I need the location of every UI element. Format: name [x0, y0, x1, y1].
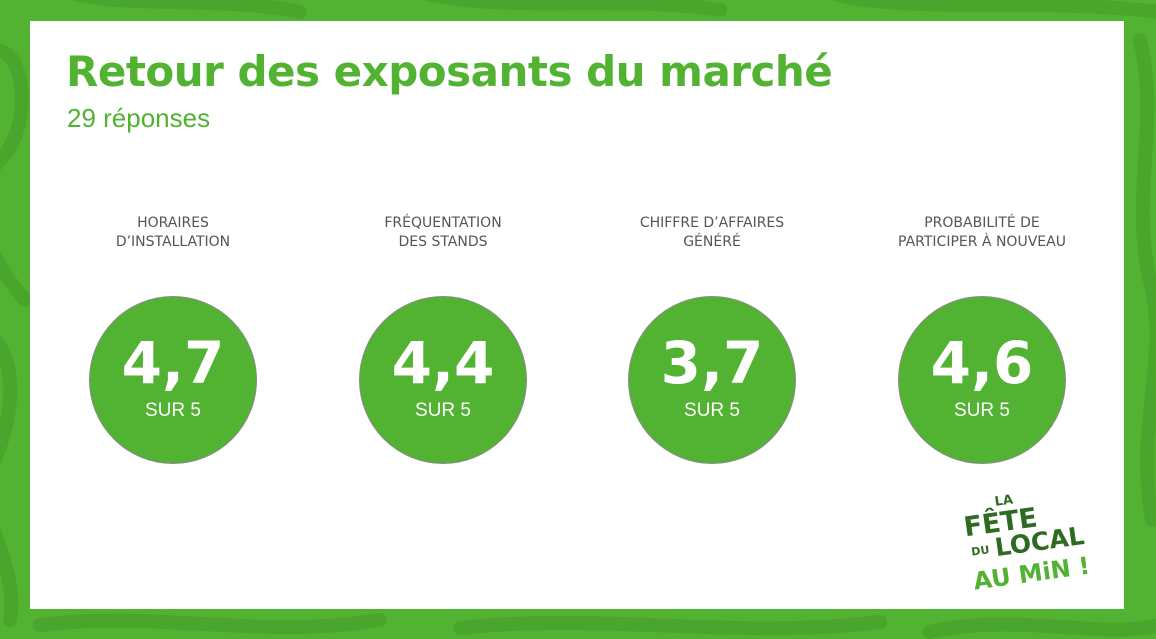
metric-label: CHIFFRE D’AFFAIRES GÉNÉRÉ: [587, 214, 837, 274]
metric-label-line2: PARTICIPER À NOUVEAU: [898, 234, 1066, 250]
score-scale: SUR 5: [684, 400, 740, 421]
logo-line-au-min: AU MiN !: [972, 552, 1092, 592]
page-title: Retour des exposants du marché: [66, 47, 833, 96]
score-value: 4,4: [391, 329, 495, 397]
metric-return-probability: PROBABILITÉ DE PARTICIPER À NOUVEAU 4,6 …: [857, 214, 1107, 464]
metric-label: PROBABILITÉ DE PARTICIPER À NOUVEAU: [857, 214, 1107, 274]
metric-label-line1: FRÉQUENTATION: [384, 215, 502, 231]
metric-label: FRÉQUENTATION DES STANDS: [318, 214, 568, 274]
score-value: 4,7: [121, 329, 225, 397]
metric-label-line2: GÉNÉRÉ: [683, 234, 741, 250]
score-scale: SUR 5: [954, 400, 1010, 421]
metric-installation-hours: HORAIRES D’INSTALLATION 4,7 SUR 5: [48, 214, 298, 464]
logo-line-du: DU: [971, 543, 991, 558]
response-count: 29 réponses: [67, 103, 211, 133]
metric-label-line2: D’INSTALLATION: [115, 234, 231, 250]
score-circle: 4,6 SUR 5: [898, 296, 1066, 464]
metric-label-line2: DES STANDS: [398, 234, 488, 250]
score-scale: SUR 5: [415, 400, 471, 421]
score-scale: SUR 5: [145, 400, 201, 421]
metric-label-line1: PROBABILITÉ DE: [924, 215, 1040, 231]
score-circle: 4,4 SUR 5: [359, 296, 527, 464]
score-circle: 4,7 SUR 5: [89, 296, 257, 464]
metric-label-line1: HORAIRES: [137, 215, 209, 231]
score-value: 3,7: [660, 329, 764, 397]
metric-label-line1: CHIFFRE D’AFFAIRES: [639, 215, 785, 231]
content-card: Retour des exposants du marché 29 répons…: [30, 21, 1124, 609]
metric-label: HORAIRES D’INSTALLATION: [48, 214, 298, 274]
logo-line-la: LA: [994, 492, 1014, 509]
fete-du-local-logo: LA FÊTE DU LOCAL AU MiN !: [962, 492, 1092, 592]
metric-revenue-generated: CHIFFRE D’AFFAIRES GÉNÉRÉ 3,7 SUR 5: [587, 214, 837, 464]
score-value: 4,6: [930, 329, 1034, 397]
score-circle: 3,7 SUR 5: [628, 296, 796, 464]
metric-stand-attendance: FRÉQUENTATION DES STANDS 4,4 SUR 5: [318, 214, 568, 464]
